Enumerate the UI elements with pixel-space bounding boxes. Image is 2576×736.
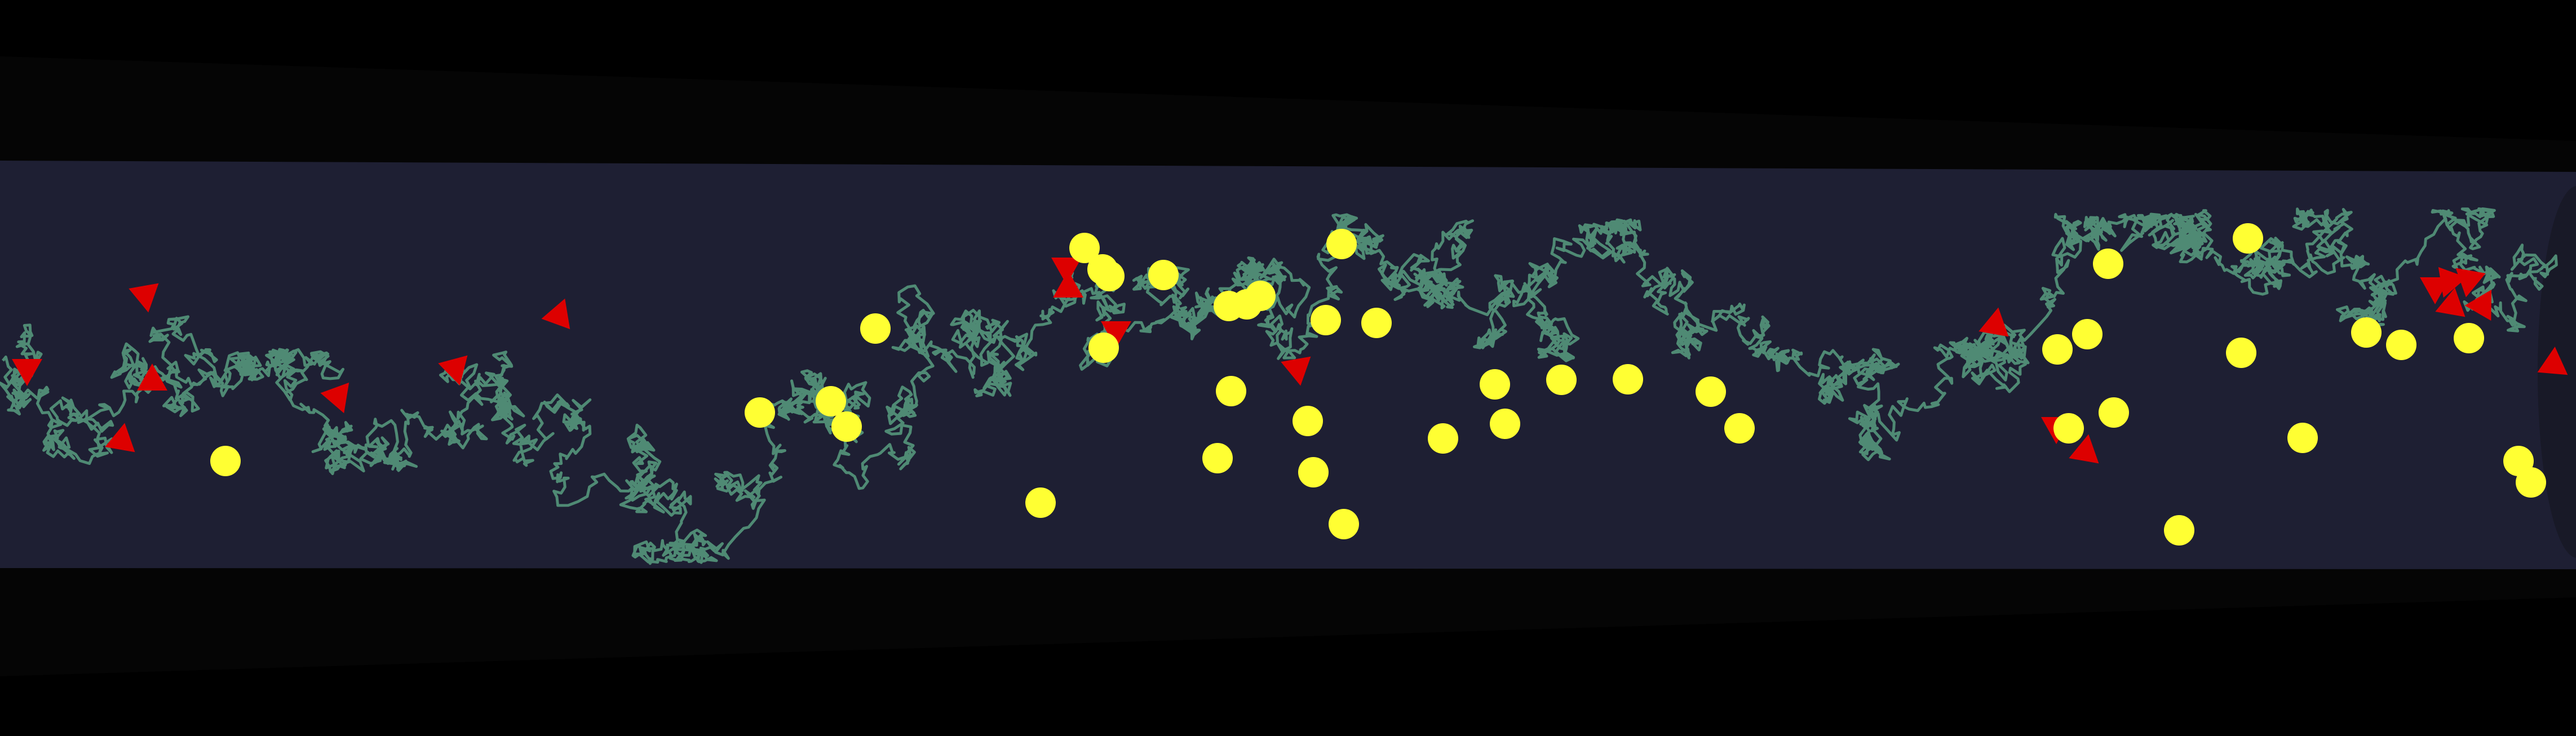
circle-marker bbox=[2516, 467, 2546, 498]
circle-marker bbox=[2454, 323, 2484, 353]
circle-marker bbox=[1025, 487, 1056, 518]
triangle-marker bbox=[1281, 356, 1311, 386]
circle-marker bbox=[1480, 369, 1510, 400]
circle-marker bbox=[745, 397, 775, 428]
random-walk-path bbox=[0, 207, 2558, 565]
triangle-marker bbox=[438, 355, 468, 385]
circle-marker-layer bbox=[210, 223, 2546, 546]
circle-marker bbox=[1202, 443, 1233, 473]
triangle-marker bbox=[2435, 287, 2466, 317]
circle-marker bbox=[1087, 254, 1118, 285]
circle-marker bbox=[2093, 249, 2123, 279]
triangle-marker bbox=[2438, 267, 2467, 298]
triangle-marker bbox=[2069, 434, 2099, 464]
circle-marker bbox=[1088, 332, 1119, 363]
circle-marker bbox=[2042, 334, 2073, 365]
triangle-marker bbox=[1051, 258, 1082, 285]
circle-marker bbox=[1216, 376, 1246, 406]
triangle-marker bbox=[1053, 271, 1083, 298]
circle-marker bbox=[1428, 423, 1458, 454]
circle-marker bbox=[1696, 376, 1726, 407]
circle-marker bbox=[1293, 406, 1323, 436]
circle-marker bbox=[2351, 317, 2382, 348]
circle-marker bbox=[816, 386, 846, 416]
circle-marker bbox=[1148, 260, 1179, 290]
triangle-marker bbox=[541, 298, 570, 330]
circle-marker bbox=[210, 446, 241, 476]
circle-marker bbox=[1298, 457, 1329, 487]
triangle-marker bbox=[137, 363, 167, 391]
circle-marker bbox=[1232, 289, 1262, 320]
circle-marker bbox=[2226, 338, 2256, 368]
circle-marker bbox=[2233, 223, 2263, 254]
triangle-marker bbox=[12, 359, 42, 386]
triangle-marker bbox=[105, 423, 135, 453]
circle-marker bbox=[1546, 365, 1577, 395]
circle-marker bbox=[1069, 233, 1100, 263]
triangle-marker bbox=[1979, 307, 2009, 337]
circle-marker bbox=[1724, 413, 1755, 444]
circle-marker bbox=[1361, 308, 1392, 338]
circle-marker bbox=[2072, 319, 2103, 349]
triangle-marker bbox=[2537, 347, 2568, 375]
random-walk-path-layer bbox=[0, 207, 2558, 565]
circle-marker bbox=[2099, 397, 2129, 428]
circle-marker bbox=[1311, 305, 1341, 335]
triangle-marker bbox=[129, 283, 159, 313]
circle-marker bbox=[1490, 409, 1520, 439]
circle-marker bbox=[2386, 330, 2416, 360]
circle-marker bbox=[860, 313, 891, 344]
triangle-marker bbox=[1101, 321, 1131, 348]
triangle-marker bbox=[2455, 268, 2486, 298]
circle-marker bbox=[831, 411, 862, 442]
circle-marker bbox=[2053, 413, 2084, 444]
circle-marker bbox=[1326, 229, 1357, 259]
triangle-marker bbox=[2464, 290, 2491, 321]
circle-marker bbox=[2287, 423, 2318, 453]
circle-marker bbox=[1613, 364, 1643, 394]
circle-marker bbox=[1329, 509, 1359, 539]
triangle-marker bbox=[320, 382, 349, 414]
triangle-marker-layer bbox=[12, 258, 2568, 464]
circle-marker bbox=[2164, 515, 2194, 546]
